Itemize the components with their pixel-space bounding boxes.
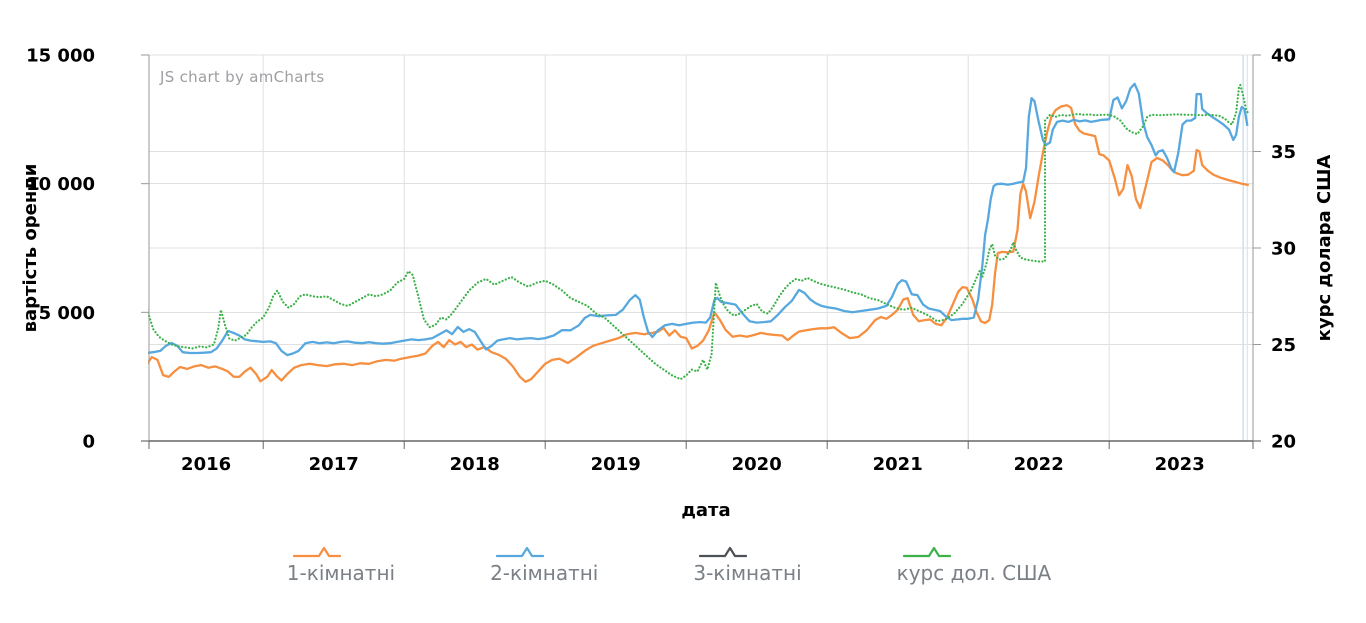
legend-label: 2-кімнатні (490, 561, 599, 585)
y-right-axis-title: курс долара США (1314, 155, 1335, 342)
legend-item-3-room[interactable]: 3-кімнатні (693, 545, 802, 585)
x-year-label: 2018 (450, 454, 500, 475)
chart-legend: 1-кімнатні 2-кімнатні 3-кімнатні курс до… (0, 545, 1352, 584)
y-right-tick-label: 25 (1271, 335, 1296, 356)
legend-marker-2-room (496, 546, 545, 558)
y-left-tick-label: 10 000 (26, 174, 95, 195)
y-right-tick-label: 35 (1271, 142, 1296, 163)
amcharts-watermark[interactable]: JS chart by amCharts (160, 68, 325, 86)
legend-item-usd-rate[interactable]: курс дол. США (896, 545, 1052, 585)
x-year-label: 2016 (181, 454, 231, 475)
x-axis-title: дата (681, 500, 730, 521)
x-year-label: 2022 (1014, 454, 1064, 475)
tick-marks (141, 54, 1261, 449)
legend-marker-1-room (292, 546, 341, 558)
y-left-tick-label: 15 000 (26, 46, 95, 67)
axis-titles: вартість оренди курс долара США дата (20, 155, 1335, 521)
y-left-tick-label: 5 000 (39, 303, 95, 324)
legend-label: 3-кімнатні (693, 561, 802, 585)
chart-plot-area[interactable]: 0 5 000 10 000 15 000 20 25 30 35 40 2016 2017 2018… (0, 0, 1366, 535)
grid-lines (149, 54, 1253, 441)
line-series-icon (496, 546, 545, 558)
series-line-2 (148, 82, 1249, 357)
line-series-icon (699, 546, 748, 558)
x-year-label: 2017 (309, 454, 359, 475)
y-right-tick-label: 20 (1271, 432, 1296, 453)
x-year-label: 2023 (1155, 454, 1205, 475)
x-year-label: 2019 (591, 454, 641, 475)
x-year-label: 2020 (732, 454, 782, 475)
y-right-tick-label: 30 (1271, 239, 1296, 260)
legend-label: курс дол. США (896, 561, 1052, 585)
legend-marker-usd-rate (902, 546, 951, 558)
line-series-icon (902, 546, 951, 558)
series-line-1 (148, 104, 1250, 383)
y-right-tick-label: 40 (1271, 46, 1296, 67)
series-line-4 (148, 83, 1250, 381)
legend-label: 1-кімнатні (286, 561, 396, 585)
x-year-label: 2021 (873, 454, 923, 475)
legend-item-2-room[interactable]: 2-кімнатні (490, 545, 598, 584)
legend-marker-3-room (699, 546, 748, 558)
legend-item-1-room[interactable]: 1-кімнатні (287, 545, 395, 584)
y-left-tick-label: 0 (82, 432, 95, 453)
axis-tick-labels: 0 5 000 10 000 15 000 20 25 30 35 40 2016 2017 2018… (26, 46, 1296, 476)
series-lines (148, 82, 1250, 383)
line-series-icon (292, 546, 341, 558)
y-left-axis-title: вартість оренди (20, 164, 41, 333)
